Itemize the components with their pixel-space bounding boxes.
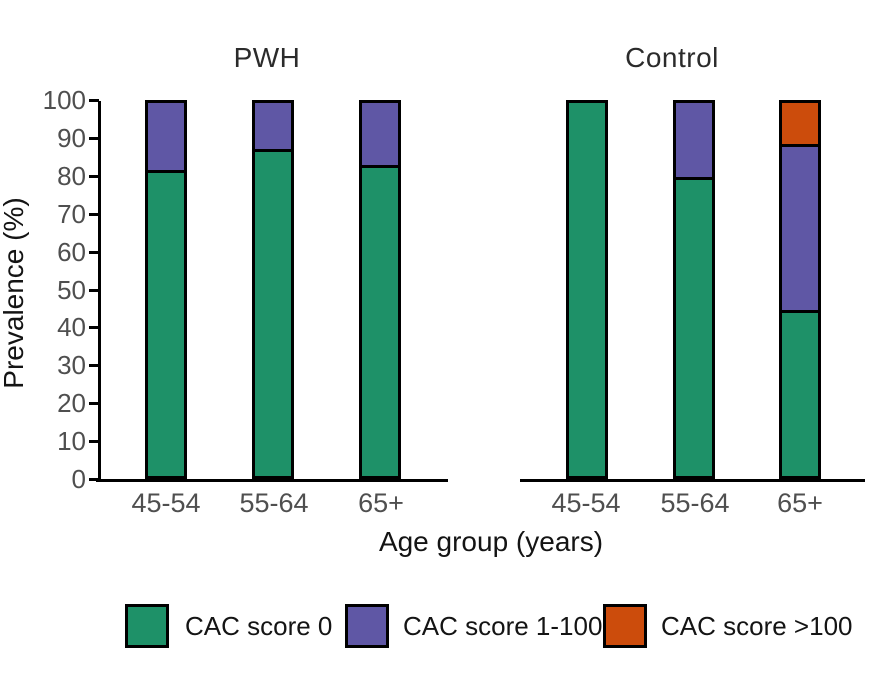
bar-segment-control-65+-cac-score-1-100 bbox=[782, 146, 818, 314]
y-tick-label-100: 100 bbox=[42, 85, 86, 115]
x-axis-line-pwh bbox=[96, 479, 448, 482]
legend-swatch-cac-score-0 bbox=[125, 604, 169, 648]
panel-title-pwh: PWH bbox=[233, 42, 301, 73]
y-tick-40 bbox=[89, 326, 99, 330]
x-tick-label-pwh-45-54: 45-54 bbox=[131, 488, 201, 518]
y-tick-label-30: 30 bbox=[57, 350, 86, 381]
bar-control-55-64 bbox=[673, 100, 715, 479]
x-tick-label-pwh-65+: 65+ bbox=[358, 488, 404, 518]
x-tick-label-pwh-55-64: 55-64 bbox=[239, 488, 309, 518]
legend-swatch-cac-score-100 bbox=[603, 604, 647, 648]
bar-segment-pwh-65+-cac-score-1-100 bbox=[362, 103, 398, 168]
bar-pwh-45-54 bbox=[145, 100, 187, 479]
x-tick-label-control-45-54: 45-54 bbox=[551, 488, 621, 518]
legend-label-cac-score-0: CAC score 0 bbox=[185, 611, 333, 641]
y-tick-label-90: 90 bbox=[57, 122, 86, 153]
y-axis-line bbox=[98, 101, 101, 481]
y-tick-10 bbox=[89, 440, 99, 444]
bar-control-45-54 bbox=[566, 100, 608, 479]
y-tick-100 bbox=[89, 99, 99, 102]
y-tick-60 bbox=[89, 250, 99, 254]
bar-pwh-55-64 bbox=[252, 100, 294, 479]
legend-label-cac-score-100: CAC score >100 bbox=[661, 611, 853, 641]
x-tick-label-control-65+: 65+ bbox=[777, 488, 823, 518]
y-tick-20 bbox=[89, 402, 99, 406]
bar-pwh-65+ bbox=[359, 100, 401, 479]
bar-segment-control-65+-cac-score-0 bbox=[782, 313, 818, 476]
y-tick-30 bbox=[89, 364, 99, 368]
bar-segment-pwh-65+-cac-score-0 bbox=[362, 167, 398, 476]
bar-segment-control-55-64-cac-score-1-100 bbox=[676, 103, 712, 180]
bar-segment-pwh-55-64-cac-score-1-100 bbox=[255, 103, 291, 153]
legend-label-cac-score-1-100: CAC score 1-100 bbox=[403, 611, 603, 641]
y-tick-label-40: 40 bbox=[57, 312, 86, 343]
y-tick-label-20: 20 bbox=[57, 388, 86, 419]
bar-segment-pwh-55-64-cac-score-0 bbox=[255, 152, 291, 476]
y-tick-label-60: 60 bbox=[57, 236, 86, 267]
y-tick-80 bbox=[89, 174, 99, 178]
y-tick-70 bbox=[89, 212, 99, 216]
y-tick-label-80: 80 bbox=[57, 160, 86, 191]
x-axis-line-control bbox=[520, 479, 865, 482]
y-tick-label-10: 10 bbox=[57, 426, 86, 457]
legend-swatch-cac-score-1-100 bbox=[345, 604, 389, 648]
bar-segment-control-45-54-cac-score-0 bbox=[569, 103, 605, 476]
bar-control-65+ bbox=[779, 100, 821, 479]
bar-segment-pwh-45-54-cac-score-0 bbox=[148, 172, 184, 476]
panel-title-control: Control bbox=[625, 42, 719, 73]
y-tick-0 bbox=[89, 478, 99, 481]
y-tick-90 bbox=[89, 136, 99, 140]
bar-segment-control-55-64-cac-score-0 bbox=[676, 180, 712, 476]
y-tick-50 bbox=[89, 288, 99, 292]
y-tick-label-0: 0 bbox=[71, 464, 86, 494]
y-tick-label-50: 50 bbox=[57, 274, 86, 305]
bar-segment-control-65+-cac-score-100 bbox=[782, 103, 818, 147]
x-axis-label: Age group (years) bbox=[378, 526, 604, 557]
x-tick-label-control-55-64: 55-64 bbox=[660, 488, 730, 518]
y-tick-label-70: 70 bbox=[57, 198, 86, 229]
bar-segment-pwh-45-54-cac-score-1-100 bbox=[148, 103, 184, 173]
